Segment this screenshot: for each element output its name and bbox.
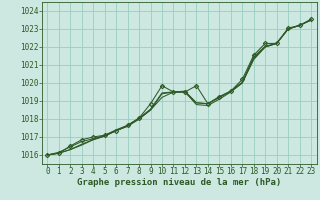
X-axis label: Graphe pression niveau de la mer (hPa): Graphe pression niveau de la mer (hPa) bbox=[77, 178, 281, 187]
